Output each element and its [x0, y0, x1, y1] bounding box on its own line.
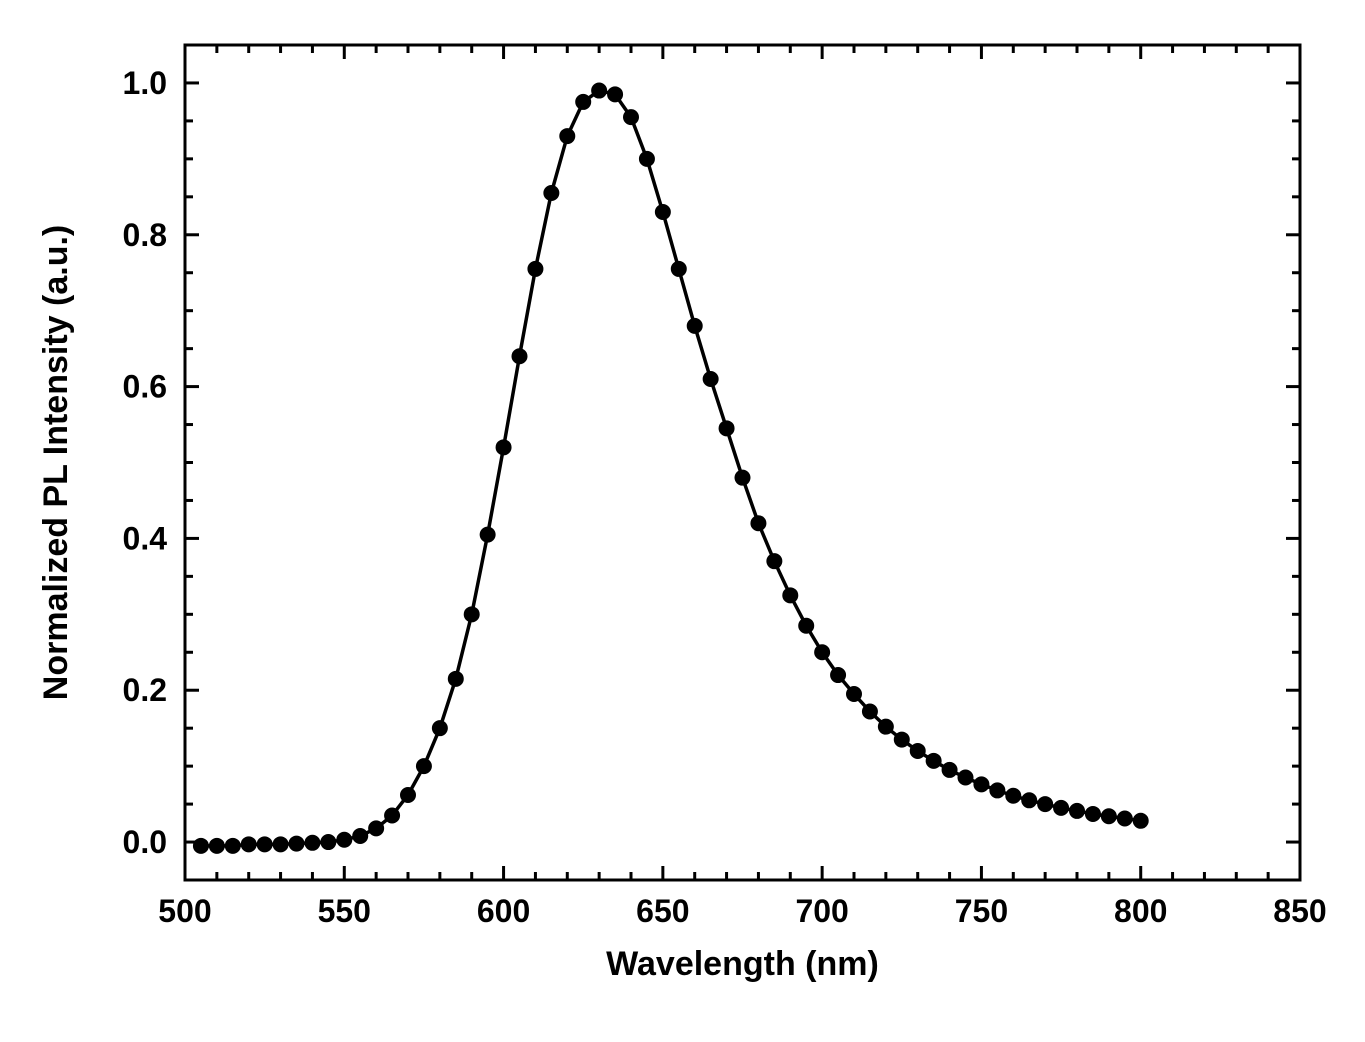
y-tick-label: 1.0 — [123, 65, 167, 101]
data-marker — [209, 838, 224, 853]
x-axis-label: Wavelength (nm) — [606, 945, 879, 983]
data-marker — [1070, 803, 1085, 818]
data-marker — [576, 94, 591, 109]
data-marker — [767, 554, 782, 569]
x-tick-label: 750 — [955, 893, 1008, 929]
data-marker — [257, 837, 272, 852]
x-tick-label: 650 — [636, 893, 689, 929]
y-axis-label: Normalized PL Intensity (a.u.) — [37, 225, 75, 700]
data-marker — [671, 261, 686, 276]
data-marker — [910, 743, 925, 758]
x-tick-label: 700 — [795, 893, 848, 929]
data-marker — [639, 151, 654, 166]
data-marker — [273, 837, 288, 852]
data-marker — [799, 618, 814, 633]
y-tick-label: 0.0 — [123, 824, 167, 860]
data-marker — [241, 837, 256, 852]
data-marker — [878, 719, 893, 734]
data-marker — [337, 832, 352, 847]
data-marker — [958, 770, 973, 785]
data-marker — [831, 668, 846, 683]
data-marker — [1022, 793, 1037, 808]
data-marker — [416, 759, 431, 774]
data-marker — [464, 607, 479, 622]
data-marker — [719, 421, 734, 436]
data-marker — [942, 762, 957, 777]
chart-svg: 500 550 600 650 700 750 800 850 0.0 0.2 0.4 0.6 0.8 1… — [0, 0, 1365, 1042]
x-tick-label: 850 — [1273, 893, 1326, 929]
data-marker — [655, 205, 670, 220]
data-marker — [385, 808, 400, 823]
data-marker — [480, 527, 495, 542]
data-marker — [862, 704, 877, 719]
data-marker — [751, 516, 766, 531]
x-tick-label: 500 — [158, 893, 211, 929]
data-marker — [1133, 813, 1148, 828]
data-marker — [926, 753, 941, 768]
y-tick-label: 0.2 — [123, 672, 167, 708]
data-marker — [783, 588, 798, 603]
x-tick-label: 600 — [477, 893, 530, 929]
data-marker — [305, 835, 320, 850]
data-marker — [289, 836, 304, 851]
y-tick-label: 0.4 — [123, 520, 168, 556]
data-marker — [1054, 800, 1069, 815]
x-tick-label: 550 — [318, 893, 371, 929]
data-marker — [353, 828, 368, 843]
data-marker — [496, 440, 511, 455]
data-marker — [432, 721, 447, 736]
pl-spectrum-chart: 500 550 600 650 700 750 800 850 0.0 0.2 0.4 0.6 0.8 1… — [0, 0, 1365, 1042]
data-marker — [1038, 797, 1053, 812]
data-marker — [1085, 806, 1100, 821]
data-marker — [703, 372, 718, 387]
data-marker — [894, 732, 909, 747]
data-marker — [1117, 811, 1132, 826]
data-marker — [193, 838, 208, 853]
data-marker — [401, 787, 416, 802]
data-marker — [448, 671, 463, 686]
y-tick-label: 0.6 — [123, 369, 167, 405]
data-marker — [815, 645, 830, 660]
data-marker — [990, 783, 1005, 798]
data-marker — [687, 318, 702, 333]
data-marker — [544, 186, 559, 201]
data-marker — [847, 687, 862, 702]
data-marker — [608, 87, 623, 102]
data-marker — [512, 349, 527, 364]
data-marker — [560, 129, 575, 144]
data-marker — [624, 110, 639, 125]
y-tick-label: 0.8 — [123, 217, 167, 253]
data-marker — [321, 835, 336, 850]
data-marker — [225, 838, 240, 853]
data-marker — [1006, 788, 1021, 803]
data-marker — [1101, 809, 1116, 824]
data-marker — [528, 261, 543, 276]
data-marker — [974, 777, 989, 792]
data-marker — [369, 821, 384, 836]
data-marker — [592, 83, 607, 98]
x-tick-label: 800 — [1114, 893, 1167, 929]
data-marker — [735, 470, 750, 485]
